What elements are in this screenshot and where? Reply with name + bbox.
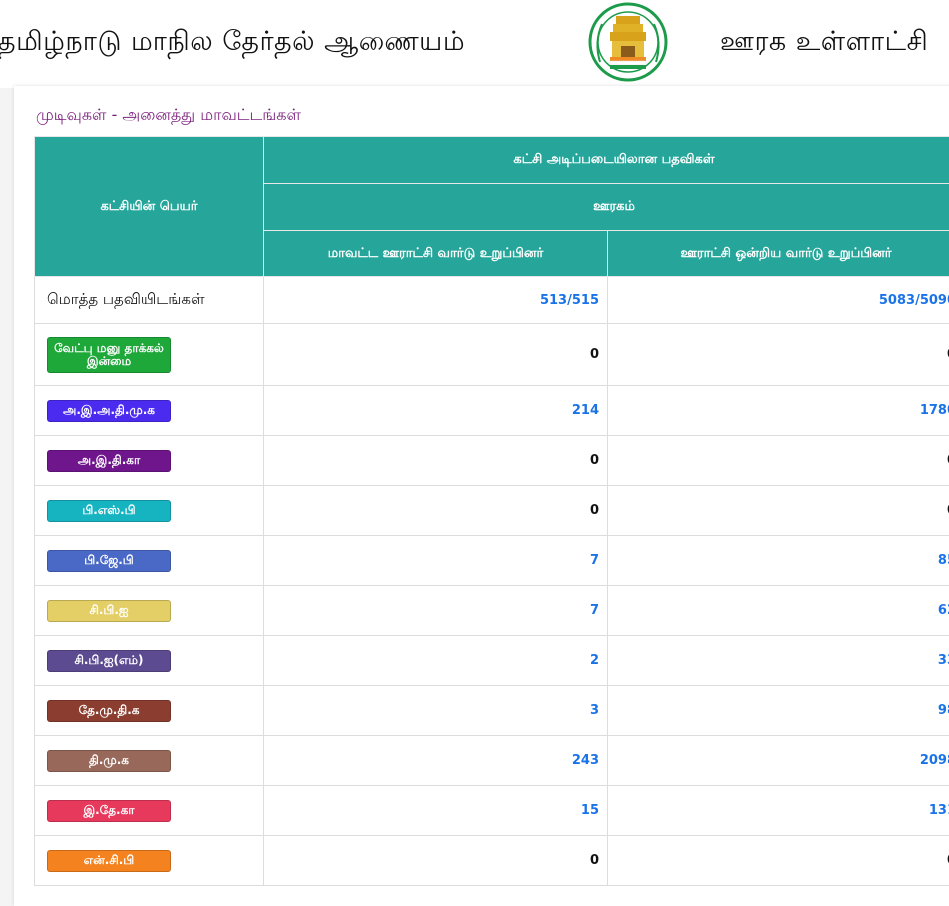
district-ward-value: 243 xyxy=(264,736,608,786)
union-ward-value: 33 xyxy=(608,636,949,686)
district-ward-value: 15 xyxy=(264,786,608,836)
total-district-value: 513/515 xyxy=(264,277,608,324)
district-ward-value: 0 xyxy=(264,486,608,536)
party-badge: இ.தே.கா xyxy=(47,800,171,822)
party-badge: என்.சி.பி xyxy=(47,850,171,872)
party-badge: சி.பி.ஐ(எம்) xyxy=(47,650,171,672)
party-row: சி.பி.ஐ(எம்) 233 xyxy=(35,636,949,686)
union-ward-value: 0 xyxy=(608,486,949,536)
commission-title: தமிழ்நாடு மாநில தேர்தல் ஆணையம் xyxy=(0,26,465,61)
union-ward-value: 85 xyxy=(608,536,949,586)
party-cell: பி.ஜே.பி xyxy=(35,536,264,586)
union-ward-value: 98 xyxy=(608,686,949,736)
union-ward-value: 1780 xyxy=(608,386,949,436)
total-posts-row: மொத்த பதவியிடங்கள் 513/515 5083/5090 xyxy=(35,277,949,324)
district-ward-member-header: மாவட்ட ஊராட்சி வார்டு உறுப்பினர் xyxy=(264,231,608,277)
district-ward-value: 7 xyxy=(264,536,608,586)
party-badge: வேட்பு மனு தாக்கல் இன்மை xyxy=(47,337,171,373)
party-cell: தே.மு.தி.க xyxy=(35,686,264,736)
party-cell: சி.பி.ஐ(எம்) xyxy=(35,636,264,686)
party-cell: இ.தே.கா xyxy=(35,786,264,836)
union-ward-value: 62 xyxy=(608,586,949,636)
party-row: இ.தே.கா 15131 xyxy=(35,786,949,836)
party-cell: அ.இ.தி.கா xyxy=(35,436,264,486)
union-ward-value: 0 xyxy=(608,836,949,886)
party-row: என்.சி.பி 00 xyxy=(35,836,949,886)
party-row: அ.இ.அ.தி.மு.க 2141780 xyxy=(35,386,949,436)
party-cell: என்.சி.பி xyxy=(35,836,264,886)
union-ward-value: 0 xyxy=(608,324,949,386)
district-ward-value: 7 xyxy=(264,586,608,636)
party-row: அ.இ.தி.கா 00 xyxy=(35,436,949,486)
results-card: முடிவுகள் - அனைத்து மாவட்டங்கள் கட்சியின… xyxy=(14,86,949,906)
results-table: கட்சியின் பெயர் கட்சி அடிப்படையிலான பதவி… xyxy=(34,136,949,886)
total-union-value: 5083/5090 xyxy=(608,277,949,324)
party-name-header: கட்சியின் பெயர் xyxy=(35,137,264,277)
district-ward-value: 3 xyxy=(264,686,608,736)
union-ward-value: 131 xyxy=(608,786,949,836)
party-badge: அ.இ.தி.கா xyxy=(47,450,171,472)
party-badge: அ.இ.அ.தி.மு.க xyxy=(47,400,171,422)
party-row: பி.ஜே.பி 785 xyxy=(35,536,949,586)
tamil-nadu-emblem-icon xyxy=(586,2,670,86)
district-ward-value: 0 xyxy=(264,436,608,486)
party-cell: தி.மு.க xyxy=(35,736,264,786)
party-badge: பி.எஸ்.பி xyxy=(47,500,171,522)
page-header: தமிழ்நாடு மாநில தேர்தல் ஆணையம் ஊரக உள்ளா… xyxy=(0,0,949,88)
rural-local-body-title: ஊரக உள்ளாட்சி xyxy=(720,26,928,61)
party-badge: சி.பி.ஐ xyxy=(47,600,171,622)
party-row: வேட்பு மனு தாக்கல் இன்மை 00 xyxy=(35,324,949,386)
district-ward-value: 214 xyxy=(264,386,608,436)
party-badge: தி.மு.க xyxy=(47,750,171,772)
total-posts-label: மொத்த பதவியிடங்கள் xyxy=(35,277,264,324)
party-row: தி.மு.க 2432098 xyxy=(35,736,949,786)
party-row: பி.எஸ்.பி 00 xyxy=(35,486,949,536)
union-ward-member-header: ஊராட்சி ஒன்றிய வார்டு உறுப்பினர் xyxy=(608,231,949,277)
results-subtitle: முடிவுகள் - அனைத்து மாவட்டங்கள் xyxy=(36,105,301,126)
district-ward-value: 0 xyxy=(264,836,608,886)
party-row: தே.மு.தி.க 398 xyxy=(35,686,949,736)
union-ward-value: 2098 xyxy=(608,736,949,786)
party-cell: பி.எஸ்.பி xyxy=(35,486,264,536)
party-row: சி.பி.ஐ 762 xyxy=(35,586,949,636)
rural-header: ஊரகம் xyxy=(264,184,949,231)
union-ward-value: 0 xyxy=(608,436,949,486)
party-badge: பி.ஜே.பி xyxy=(47,550,171,572)
party-cell: சி.பி.ஐ xyxy=(35,586,264,636)
party-based-posts-header: கட்சி அடிப்படையிலான பதவிகள் xyxy=(264,137,949,184)
party-cell: வேட்பு மனு தாக்கல் இன்மை xyxy=(35,324,264,386)
party-badge: தே.மு.தி.க xyxy=(47,700,171,722)
district-ward-value: 2 xyxy=(264,636,608,686)
party-cell: அ.இ.அ.தி.மு.க xyxy=(35,386,264,436)
district-ward-value: 0 xyxy=(264,324,608,386)
